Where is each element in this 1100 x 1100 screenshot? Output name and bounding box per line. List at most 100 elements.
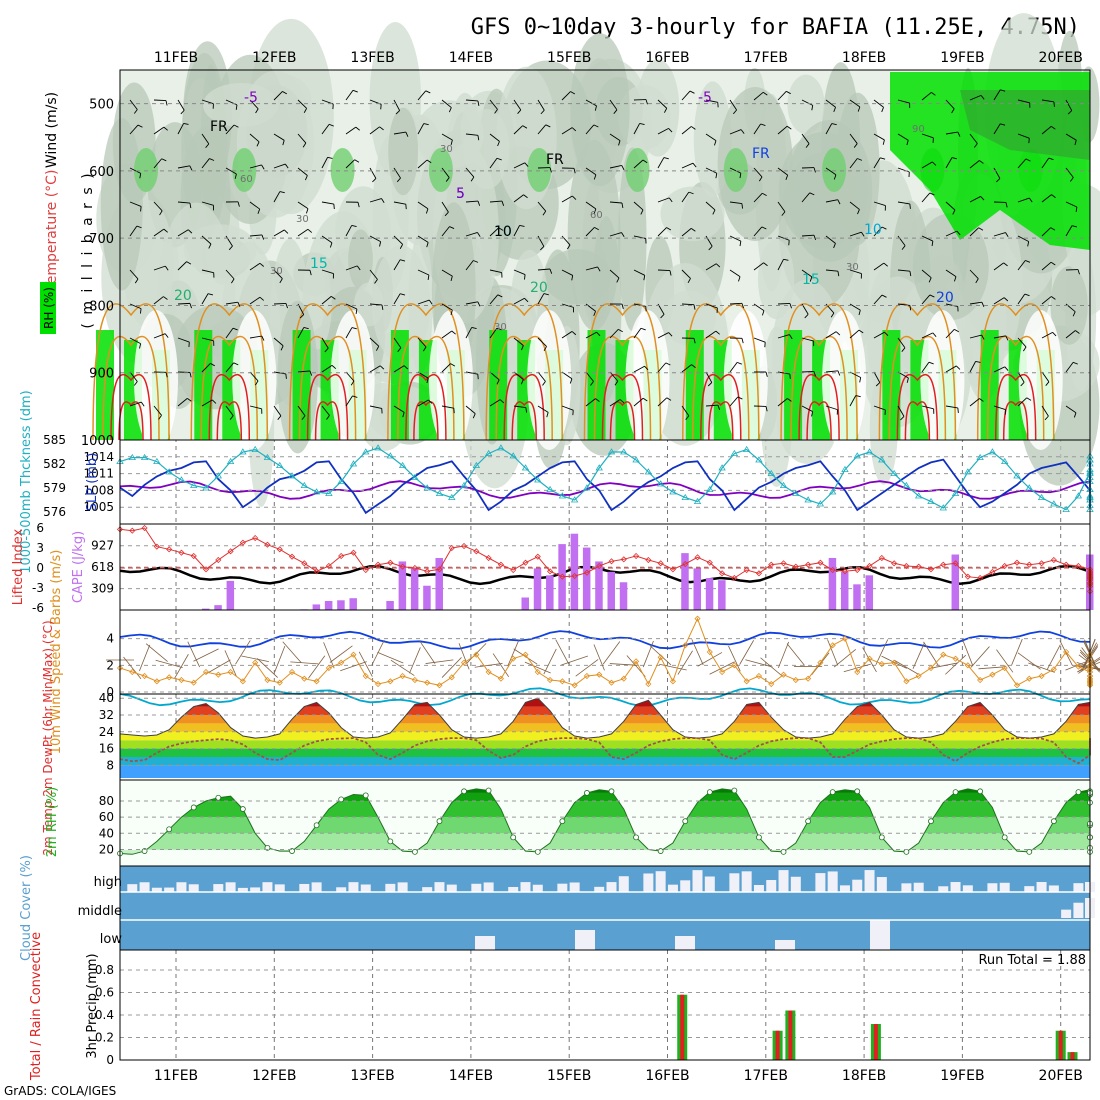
wind10m-barb — [543, 648, 557, 675]
cape-bar — [337, 600, 345, 610]
wind-barb-flag — [496, 157, 502, 161]
wind-barb — [825, 199, 838, 203]
wind-barb — [441, 133, 453, 141]
wind-barb-flag — [284, 229, 289, 234]
rh-shade-blob — [617, 84, 671, 150]
wind-barb — [873, 99, 884, 108]
thickness-point — [337, 477, 345, 484]
wind-speed-point — [510, 655, 517, 662]
wind-barb-flag — [450, 309, 453, 316]
wind10m-barb — [745, 659, 773, 668]
wind-barb — [729, 129, 742, 135]
wind-barb — [657, 362, 667, 373]
rh-moist-core — [960, 90, 1090, 160]
wind-barb-flag — [881, 107, 884, 113]
wind10m-barb — [677, 650, 693, 675]
wind-barb-flag — [1050, 261, 1056, 266]
warm-isotherm-arc — [593, 335, 652, 441]
wind-speed-point — [841, 635, 849, 642]
cape-tick-label: 309 — [91, 582, 114, 596]
wind-barb-flag — [396, 177, 401, 183]
li-point — [583, 569, 590, 576]
wind-barb — [177, 261, 187, 271]
wind-barb-flag — [1053, 101, 1055, 107]
wind-barb — [585, 201, 597, 210]
wind-barb-flag — [789, 303, 792, 309]
cloud-high-bar — [274, 884, 285, 892]
wind-barb-flag — [901, 245, 906, 250]
wind-barb-flag — [494, 109, 498, 114]
wind-barb-flag — [978, 227, 984, 231]
wind-barb-flag — [285, 373, 287, 379]
wind-barb-flag — [163, 296, 168, 300]
wind-barb-flag — [351, 327, 357, 330]
rh-point — [510, 834, 517, 841]
wind-barb — [705, 99, 718, 103]
wind-barb — [225, 167, 237, 175]
wind-barb-flag — [501, 200, 505, 206]
wind-barb — [633, 269, 645, 276]
rh-point — [313, 822, 320, 829]
rh-shade-blob — [348, 229, 373, 290]
warm-isotherm-arc — [190, 303, 269, 441]
temp-band — [120, 748, 1090, 757]
wind10m-barb — [709, 661, 735, 675]
wind-barb — [297, 405, 306, 416]
wind-barb-flag — [257, 208, 261, 214]
warm-isotherm-arc — [405, 373, 447, 441]
wind10m-barb — [593, 644, 605, 671]
wind-barb-flag — [1051, 296, 1056, 300]
wind-barb-flag — [187, 398, 192, 402]
wind-barb-flag — [708, 245, 713, 251]
wind-barb-flag — [161, 158, 167, 162]
wind-barb-flag — [280, 345, 284, 351]
wind-barb-flag — [571, 275, 574, 281]
cloud-high-bar — [139, 882, 150, 892]
wind-barb-flag — [524, 162, 529, 167]
wind-barb — [993, 232, 1006, 237]
wind-barb — [369, 235, 381, 243]
wind-barb — [489, 200, 502, 203]
wind-barb — [345, 303, 358, 310]
wind-barb — [441, 330, 453, 339]
cape-bar — [607, 571, 615, 610]
wind-barb — [1041, 125, 1052, 135]
wind-barb — [729, 269, 741, 277]
wind-barb-flag — [450, 363, 456, 367]
li-point — [903, 562, 910, 570]
wind-barb — [345, 126, 357, 135]
cloud-low-bar — [675, 936, 695, 950]
wind-barb-flag — [616, 277, 620, 283]
li-point — [338, 552, 345, 560]
li-point — [190, 552, 197, 560]
wind-barb — [873, 371, 881, 383]
wind-speed-point — [694, 615, 701, 622]
wind-barb — [705, 404, 719, 407]
wind-barb-flag — [687, 278, 691, 284]
wind-barb-flag — [400, 293, 406, 296]
isotherm-label: FR — [210, 119, 228, 135]
warm-isotherm-arc — [110, 373, 152, 441]
wind-barb — [153, 228, 165, 237]
wind-barb — [825, 167, 837, 176]
thickness-point — [214, 472, 223, 479]
rh-contour-label: 90 — [912, 124, 925, 135]
wind10m-barb — [996, 649, 1014, 673]
wind-barb-flag — [693, 338, 696, 344]
wind-barb — [273, 269, 283, 279]
wind-barb — [825, 269, 838, 272]
rh-shade-blob — [618, 147, 647, 332]
wind-barb — [873, 294, 883, 305]
wind-barb — [753, 167, 763, 178]
chart-title: GFS 0~10day 3-hourly for BAFIA (11.25E, … — [471, 15, 1080, 40]
wind-barb — [561, 91, 571, 101]
wind-speed-point — [141, 672, 148, 680]
wind-barb — [249, 99, 259, 110]
wind10m-barb — [777, 641, 790, 669]
thickness-point — [288, 472, 296, 479]
wind-speed-point — [633, 658, 640, 665]
wind-barb-flag — [1045, 381, 1050, 386]
wind-speed-point — [325, 664, 332, 672]
wind10m-barb — [894, 659, 919, 675]
wind-barb — [657, 127, 669, 135]
